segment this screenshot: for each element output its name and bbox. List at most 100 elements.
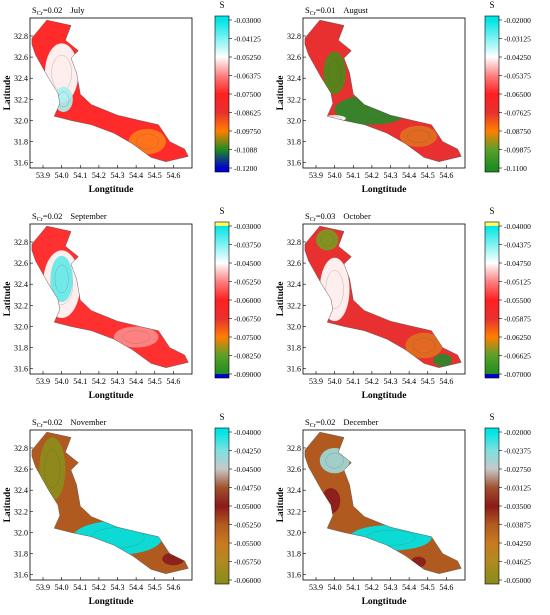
contour-line bbox=[436, 356, 449, 365]
panel-header: SCr=0.02 November bbox=[32, 417, 106, 429]
colorbar-tick-label: -0.05000 bbox=[234, 502, 261, 511]
x-tick-label: 54.1 bbox=[73, 171, 87, 180]
colorbar-bottom-cap bbox=[485, 580, 499, 584]
colorbar-bottom-cap bbox=[215, 168, 229, 172]
colorbar-top-cap bbox=[215, 428, 229, 432]
colorbar-tick-label: -0.08625 bbox=[234, 109, 261, 118]
y-tick-label: 32.4 bbox=[14, 74, 28, 83]
region-outline bbox=[304, 431, 462, 574]
colorbar-tick-label: -0.09750 bbox=[234, 127, 261, 136]
header-month: December bbox=[343, 417, 378, 427]
contour-patch bbox=[319, 447, 350, 474]
y-tick-label: 32.8 bbox=[287, 238, 301, 247]
colorbar-tick-label: -0.03500 bbox=[504, 502, 531, 511]
colorbar-tick-label: -0.04000 bbox=[504, 222, 531, 231]
colorbar-tick-label: -0.04500 bbox=[234, 465, 261, 474]
contour-line bbox=[412, 337, 436, 354]
x-tick-label: 54.2 bbox=[365, 377, 379, 386]
header-month: August bbox=[343, 5, 368, 15]
colorbar-tick-label: -0.04375 bbox=[504, 241, 531, 250]
x-tick-label: 54.4 bbox=[402, 377, 416, 386]
panel-header: SCr=0.02 July bbox=[32, 5, 85, 17]
x-tick-label: 54.4 bbox=[129, 583, 143, 592]
colorbar-top-cap bbox=[215, 222, 229, 226]
plot-frame bbox=[29, 429, 193, 581]
y-tick-label: 32.0 bbox=[14, 528, 28, 537]
x-axis-label: Longtitude bbox=[89, 597, 134, 607]
y-axis-label: Latitude bbox=[276, 488, 286, 523]
colorbar-tick-label: -0.02750 bbox=[504, 465, 531, 474]
y-tick-label: 32.4 bbox=[287, 486, 301, 495]
colorbar-tick-label: -0.02000 bbox=[504, 16, 531, 25]
header-value: =0.02 bbox=[316, 417, 336, 427]
y-tick-label: 32.6 bbox=[287, 53, 301, 62]
colorbar-tick-label: -0.1200 bbox=[234, 164, 257, 173]
region-fill bbox=[304, 226, 462, 368]
y-tick-label: 32.0 bbox=[14, 116, 28, 125]
x-tick-label: 54.6 bbox=[439, 583, 453, 592]
panel-header: SCr=0.01 August bbox=[305, 5, 369, 17]
x-tick-label: 54.1 bbox=[346, 583, 360, 592]
colorbar-top-cap bbox=[485, 222, 499, 226]
x-tick-label: 53.9 bbox=[36, 583, 50, 592]
y-tick-label: 32.0 bbox=[287, 528, 301, 537]
x-tick-label: 54.1 bbox=[346, 377, 360, 386]
colorbar-tick-label: -0.05250 bbox=[234, 278, 261, 287]
x-tick-label: 54.6 bbox=[166, 171, 180, 180]
y-tick-label: 32.8 bbox=[14, 444, 28, 453]
contour-patch bbox=[411, 556, 426, 568]
colorbar-bottom-cap bbox=[215, 374, 229, 378]
region-outline bbox=[31, 19, 189, 162]
colorbar-tick-label: -0.04000 bbox=[234, 428, 261, 437]
colorbar: S -0.03000 -0.04125 -0.05250 -0.06375 -0.0750… bbox=[214, 0, 261, 173]
colorbar-bottom-cap bbox=[215, 580, 229, 584]
x-tick-label: 54.3 bbox=[384, 171, 398, 180]
colorbar-tick-label: -0.06625 bbox=[504, 352, 531, 361]
contour-patch bbox=[50, 255, 73, 303]
header-value: =0.02 bbox=[43, 211, 63, 221]
contour-region bbox=[304, 432, 462, 574]
colorbar: S -0.04000 -0.04250 -0.04500 -0.04750 -0.0500… bbox=[214, 412, 261, 585]
y-tick-label: 32.6 bbox=[287, 259, 301, 268]
x-tick-label: 53.9 bbox=[309, 583, 323, 592]
y-axis-label: Latitude bbox=[276, 282, 286, 317]
region-outline bbox=[304, 225, 462, 368]
contour-line bbox=[407, 129, 430, 143]
contour-patch bbox=[54, 86, 73, 113]
colorbar-tick-label: -0.05375 bbox=[504, 72, 531, 81]
header-month: October bbox=[343, 211, 371, 221]
colorbar-tick-label: -0.07500 bbox=[234, 333, 261, 342]
colorbar-bottom-cap bbox=[485, 168, 499, 172]
colorbar-tick-label: -0.04250 bbox=[504, 53, 531, 62]
header-subscript: Cr bbox=[310, 423, 316, 429]
colorbar-tick-label: -0.08750 bbox=[504, 127, 531, 136]
colorbar-tick-label: -0.05500 bbox=[504, 296, 531, 305]
y-tick-label: 32.4 bbox=[14, 280, 28, 289]
colorbar-tick-label: -0.06750 bbox=[234, 315, 261, 324]
x-axis-label: Longtitude bbox=[89, 185, 134, 195]
plot-frame bbox=[302, 17, 466, 169]
y-tick-label: 32.2 bbox=[287, 507, 301, 516]
header-subscript: Cr bbox=[37, 423, 43, 429]
region-fill bbox=[304, 20, 462, 162]
x-tick-label: 54.0 bbox=[328, 377, 342, 386]
y-tick-label: 31.8 bbox=[287, 550, 301, 559]
colorbar-gradient bbox=[215, 432, 229, 580]
colorbar-tick-label: -0.1088 bbox=[234, 146, 257, 155]
x-tick-label: 54.2 bbox=[92, 377, 106, 386]
header-value: =0.02 bbox=[43, 417, 63, 427]
colorbar-tick-label: -0.07625 bbox=[504, 109, 531, 118]
y-tick-label: 31.8 bbox=[287, 138, 301, 147]
contour-line bbox=[44, 449, 61, 489]
x-tick-label: 54.6 bbox=[166, 377, 180, 386]
colorbar-tick-label: -0.05750 bbox=[234, 558, 261, 567]
colorbar-tick-label: -0.03875 bbox=[504, 521, 531, 530]
x-tick-label: 54.3 bbox=[111, 583, 125, 592]
y-axis-label: Latitude bbox=[3, 76, 13, 111]
colorbar-tick-label: -0.07000 bbox=[504, 370, 531, 379]
colorbar-tick-label: -0.07500 bbox=[234, 90, 261, 99]
header-symbol: S bbox=[305, 211, 310, 221]
